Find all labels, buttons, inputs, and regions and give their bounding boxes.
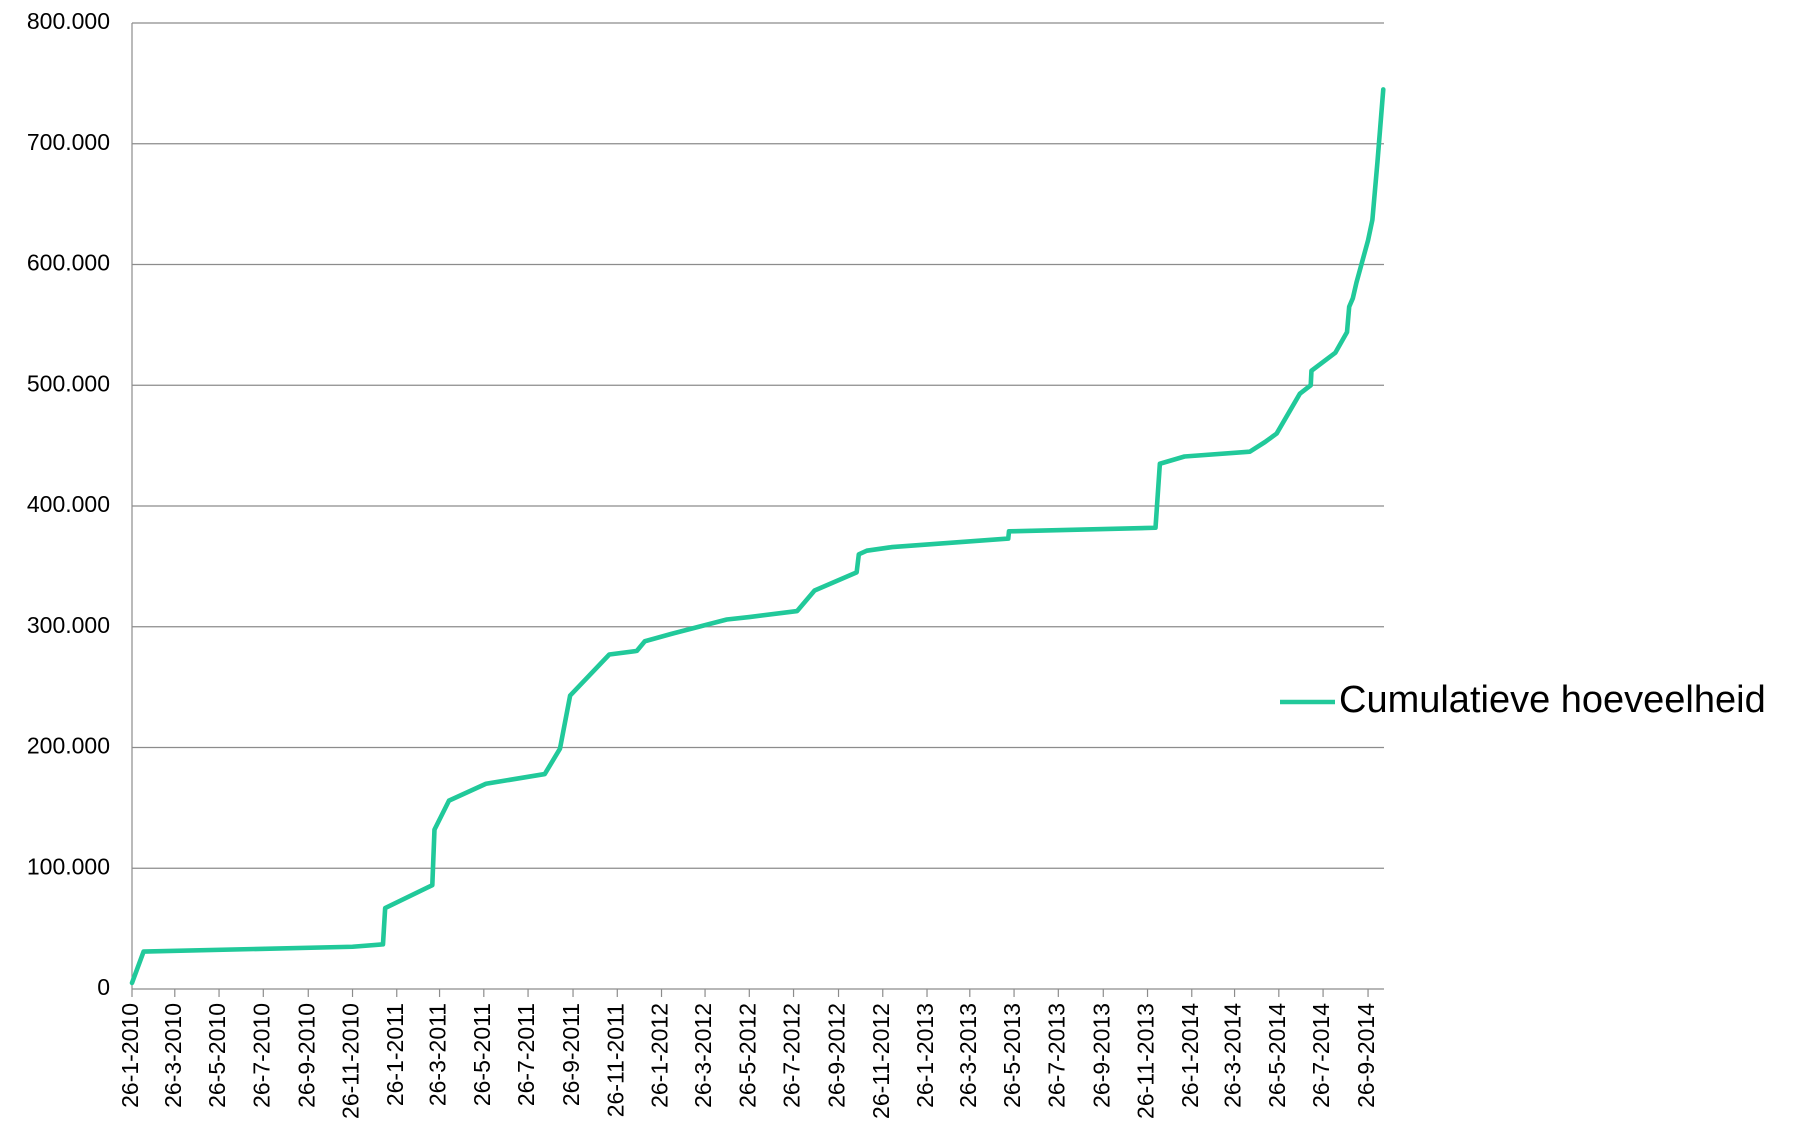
legend-label: Cumulatieve hoeveelheid: [1339, 679, 1766, 721]
x-tick-label: 26-5-2014: [1264, 1003, 1290, 1108]
x-tick-label: 26-7-2014: [1308, 1003, 1334, 1108]
x-tick-label: 26-1-2011: [382, 1003, 408, 1106]
data-line: [129, 87, 1386, 986]
x-tick-label: 26-3-2014: [1220, 1003, 1246, 1108]
x-tick-label: 26-3-2010: [160, 1003, 186, 1108]
y-tick-label: 800.000: [27, 8, 110, 34]
y-tick-label: 500.000: [27, 370, 110, 396]
legend: Cumulatieve hoeveelheid: [1280, 679, 1766, 721]
x-tick-label: 26-11-2011: [602, 1003, 628, 1117]
x-tick-label: 26-5-2011: [469, 1003, 495, 1106]
x-tick-label: 26-11-2010: [338, 1003, 364, 1119]
y-tick-label: 400.000: [27, 491, 110, 517]
x-tick-label: 26-9-2013: [1088, 1003, 1114, 1108]
x-tick-label: 26-5-2013: [999, 1003, 1025, 1108]
x-tick-label: 26-7-2012: [779, 1003, 805, 1108]
y-tick-label: 700.000: [27, 129, 110, 155]
x-tick-label: 26-9-2011: [558, 1003, 584, 1106]
y-tick-label: 600.000: [27, 250, 110, 276]
x-tick-label: 26-1-2010: [117, 1003, 143, 1108]
y-tick-label: 300.000: [27, 612, 110, 638]
x-tick-label: 26-9-2014: [1353, 1003, 1379, 1108]
x-tick-label: 26-11-2013: [1133, 1003, 1159, 1119]
x-tick-label: 26-3-2012: [690, 1003, 716, 1108]
x-tick-label: 26-9-2010: [293, 1003, 319, 1108]
x-tick-label: 26-1-2014: [1177, 1003, 1203, 1108]
x-tick-label: 26-1-2013: [912, 1003, 938, 1108]
y-tick-label: 100.000: [27, 853, 110, 879]
x-tick-label: 26-1-2012: [647, 1003, 673, 1108]
x-tick-label: 26-3-2011: [425, 1003, 451, 1106]
x-tick-label: 26-3-2013: [955, 1003, 981, 1108]
x-tick-label: 26-11-2012: [868, 1003, 894, 1119]
y-tick-label: 200.000: [27, 733, 110, 759]
x-tick-label: 26-7-2010: [248, 1003, 274, 1108]
x-tick-label: 26-9-2012: [824, 1003, 850, 1108]
y-tick-label: 0: [97, 974, 110, 1000]
x-tick-label: 26-5-2012: [734, 1003, 760, 1108]
x-tick-label: 26-5-2010: [204, 1003, 230, 1108]
x-tick-label: 26-7-2011: [513, 1003, 539, 1106]
x-tick-label: 26-7-2013: [1043, 1003, 1069, 1108]
